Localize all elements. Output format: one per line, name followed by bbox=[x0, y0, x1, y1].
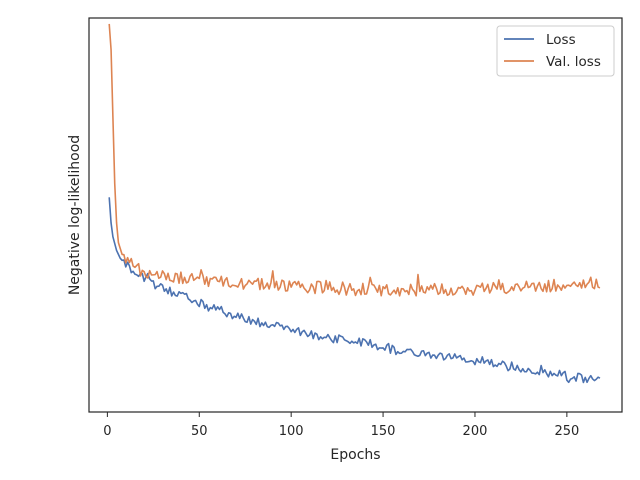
x-tick-label: 250 bbox=[554, 424, 579, 439]
x-tick-label: 100 bbox=[279, 424, 304, 439]
series-layer bbox=[108, 23, 601, 384]
y-axis-label: Negative log-likelihood bbox=[67, 135, 83, 295]
legend-label-loss: Loss bbox=[546, 32, 576, 48]
x-tick-label: 0 bbox=[103, 424, 111, 439]
series-line-val-loss bbox=[108, 23, 601, 297]
x-tick-label: 200 bbox=[463, 424, 488, 439]
x-tick-label: 150 bbox=[371, 424, 396, 439]
legend-label-val-loss: Val. loss bbox=[546, 54, 601, 70]
legend: Loss Val. loss bbox=[496, 25, 615, 77]
x-tick-label: 50 bbox=[191, 424, 208, 439]
x-axis-ticks: 0 50 100 150 200 250 bbox=[103, 412, 579, 439]
series-line-loss bbox=[108, 197, 601, 384]
x-axis-label: Epochs bbox=[330, 447, 380, 463]
plot-frame bbox=[88, 17, 623, 413]
